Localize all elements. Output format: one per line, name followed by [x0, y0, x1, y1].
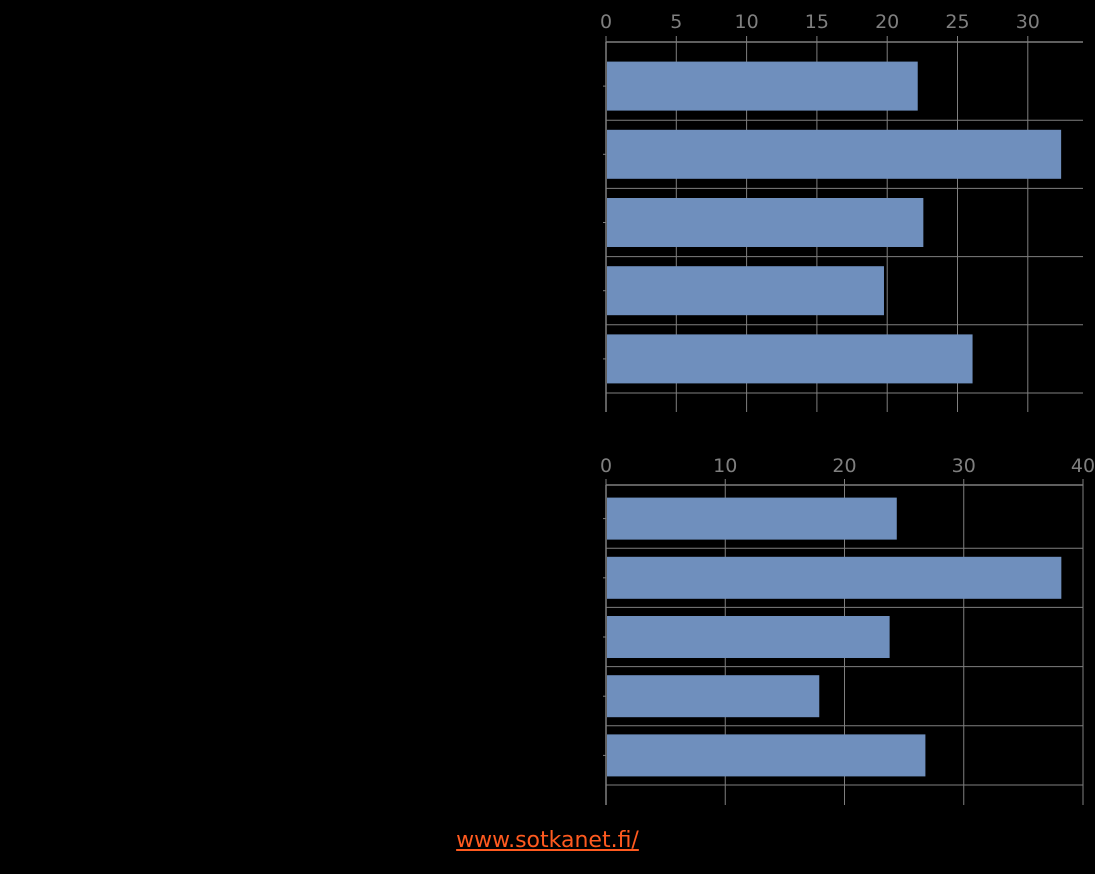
- x-tick-label: 5: [670, 11, 682, 33]
- source-footer: www.sotkanet.fi/: [0, 828, 1095, 853]
- x-tick-label: 25: [945, 11, 969, 33]
- bar: [607, 266, 884, 316]
- x-tick-label: 40: [1071, 455, 1095, 477]
- chart-bottom: 0 10 20 30 40: [600, 455, 1095, 805]
- bar: [607, 675, 820, 718]
- x-tick-label: 20: [875, 11, 899, 33]
- x-tick-label: 10: [713, 455, 737, 477]
- x-tick-label: 15: [805, 11, 829, 33]
- bar: [607, 61, 918, 111]
- bar: [607, 734, 926, 777]
- x-tick-label: 10: [735, 11, 759, 33]
- source-link[interactable]: www.sotkanet.fi/: [456, 828, 639, 853]
- chart-top: 0 5 10 15 20 25 30: [600, 11, 1083, 412]
- bar: [607, 616, 890, 658]
- bar: [607, 334, 973, 384]
- bar: [607, 556, 1062, 599]
- bar: [607, 497, 897, 540]
- x-tick-label: 0: [600, 11, 612, 33]
- bar: [607, 129, 1062, 179]
- x-tick-label: 0: [600, 455, 612, 477]
- bar: [607, 198, 924, 247]
- x-tick-label: 30: [1016, 11, 1040, 33]
- x-tick-label: 30: [952, 455, 976, 477]
- x-tick-label: 20: [832, 455, 856, 477]
